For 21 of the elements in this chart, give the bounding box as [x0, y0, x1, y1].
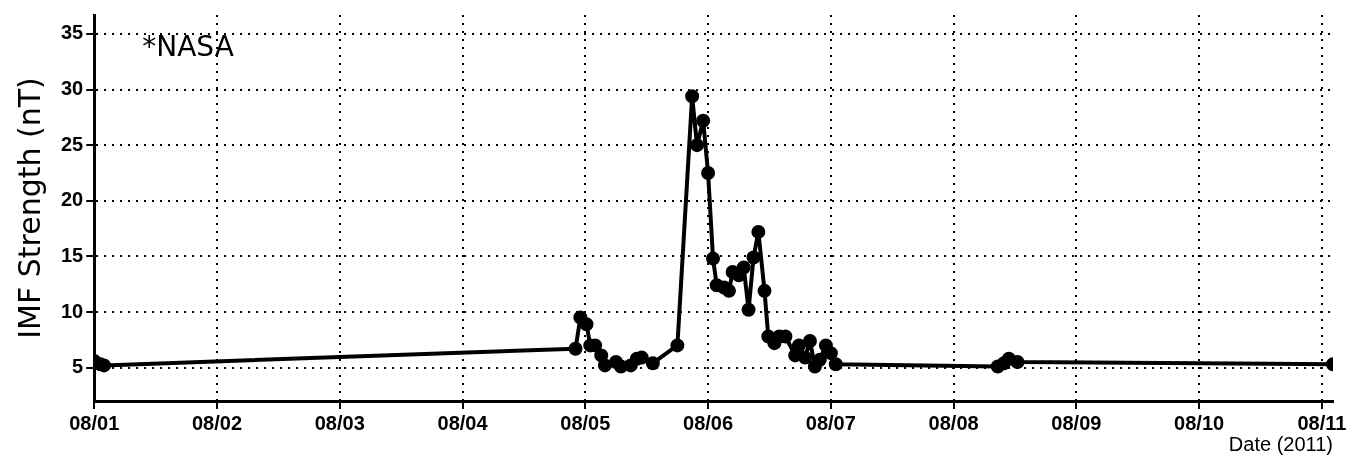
y-tick-label: 25 [61, 132, 84, 155]
x-tick-label: 08/11 [1297, 411, 1347, 434]
x-tick-label: 08/08 [928, 411, 979, 434]
x-tick-label: 08/05 [560, 411, 611, 434]
x-tick-label: 08/03 [314, 411, 365, 434]
y-tick-label: 15 [61, 243, 84, 266]
x-tick-label: 08/01 [69, 411, 120, 434]
y-tick-label: 20 [61, 188, 84, 211]
x-tick-label: 08/10 [1174, 411, 1225, 434]
x-tick-label: 08/04 [437, 411, 489, 434]
x-tick-label: 08/02 [191, 411, 243, 434]
y-tick-label: 10 [61, 299, 84, 322]
x-axis-title: Date (2011) [1228, 432, 1333, 455]
y-tick-label: 5 [72, 355, 84, 378]
x-tick-label: 08/06 [683, 411, 734, 434]
annotation: *NASA [142, 30, 234, 64]
x-tick-label: 08/09 [1051, 411, 1102, 434]
y-tick-label: 30 [61, 77, 84, 100]
x-tick-label: 08/07 [805, 411, 856, 434]
y-tick-label: 35 [61, 21, 84, 44]
y-axis-title: IMF Strength (nT) [11, 77, 47, 339]
